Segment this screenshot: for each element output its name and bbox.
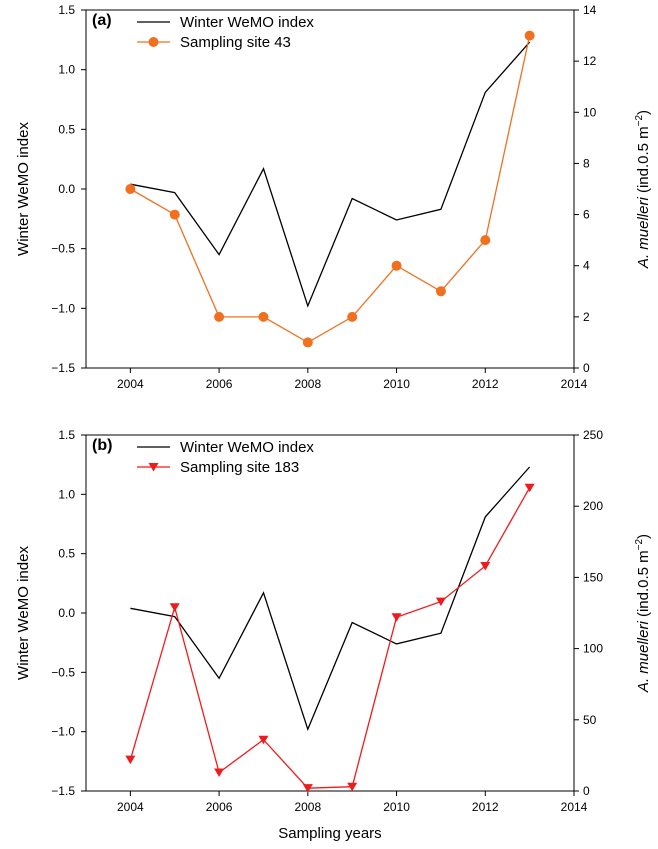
y2-axis-title-species: A. muelleri — [635, 197, 652, 270]
y-tick-label: −1.0 — [51, 725, 75, 739]
y-tick-label: 1.0 — [58, 63, 75, 77]
x-tick-label: 2014 — [561, 800, 588, 814]
y2-tick-label: 2 — [583, 310, 590, 324]
plot-frame — [85, 434, 575, 792]
legend-label: Winter WeMO index — [180, 14, 314, 31]
x-tick-label: 2012 — [472, 800, 499, 814]
y-tick-label: 1.0 — [58, 487, 75, 501]
y2-tick-label: 100 — [583, 642, 603, 656]
series-line-0 — [130, 41, 531, 308]
data-point — [435, 597, 446, 607]
data-point — [347, 782, 358, 792]
y-tick-label: 0.0 — [58, 606, 75, 620]
y2-tick-label: 0 — [583, 361, 590, 375]
y2-tick-label: 0 — [583, 784, 590, 798]
y-tick-label: 1.5 — [58, 3, 75, 17]
data-point — [524, 30, 535, 41]
panel-label: (a) — [92, 12, 112, 29]
x-tick-label: 2010 — [383, 800, 410, 814]
data-point — [347, 311, 358, 322]
y2-tick-label: 14 — [583, 3, 597, 17]
data-point — [258, 311, 269, 322]
x-tick-label: 2004 — [117, 377, 144, 391]
y2-axis-title-unit: (ind.0.5 m — [635, 550, 652, 621]
y2-axis-title-close: ) — [635, 110, 652, 115]
x-tick-label: 2010 — [383, 377, 410, 391]
legend-swatch-marker — [148, 37, 159, 47]
y-tick-label: 1.5 — [58, 428, 75, 442]
y2-axis-title-close: ) — [635, 534, 652, 539]
x-tick-label: 2014 — [561, 377, 588, 391]
y2-axis-title-exponent: −2 — [634, 538, 645, 550]
data-point — [524, 483, 535, 493]
y-tick-label: 0.5 — [58, 547, 75, 561]
y2-tick-label: 4 — [583, 259, 590, 273]
data-point — [258, 735, 269, 745]
chart-panel-b: 2004 2006 2008 2010 2012 2014 −1.5 −1.0 −0.5 0.0 0… — [15, 428, 652, 842]
y-tick-label: 0.5 — [58, 122, 75, 136]
data-point — [125, 755, 136, 765]
y2-axis-title: A. muelleri (ind.0.5 m−2) — [634, 534, 652, 693]
data-point — [391, 260, 402, 271]
y-tick-label: 0.0 — [58, 182, 75, 196]
x-tick-label: 2008 — [294, 800, 321, 814]
y2-axis-title-species: A. muelleri — [635, 621, 652, 694]
data-point — [302, 337, 313, 348]
x-tick-label: 2006 — [206, 800, 233, 814]
data-point — [480, 562, 491, 571]
y2-axis-title-unit: (ind.0.5 m — [635, 126, 652, 197]
x-tick-label: 2012 — [472, 377, 499, 391]
y2-tick-label: 250 — [583, 428, 603, 442]
data-point — [214, 768, 225, 777]
series-line-1 — [130, 35, 531, 344]
y2-tick-label: 6 — [583, 208, 590, 222]
data-point — [214, 311, 225, 322]
series-line-0 — [130, 466, 531, 732]
legend-label: Sampling site 183 — [180, 459, 299, 476]
series-line-1 — [129, 487, 531, 789]
y-tick-label: −0.5 — [51, 242, 75, 256]
y2-axis-title-exponent: −2 — [634, 114, 645, 126]
legend-swatch-marker — [148, 463, 159, 472]
data-point — [302, 784, 313, 793]
y2-tick-label: 10 — [583, 105, 597, 119]
y-tick-label: −0.5 — [51, 665, 75, 679]
y-axis-title: Winter WeMO index — [15, 546, 32, 680]
x-tick-label: 2006 — [206, 377, 233, 391]
x-tick-label: 2008 — [294, 377, 321, 391]
y2-tick-label: 150 — [583, 570, 603, 584]
x-tick-label: 2004 — [117, 800, 144, 814]
data-point — [169, 209, 180, 220]
y2-tick-label: 12 — [583, 54, 597, 68]
data-point — [391, 613, 402, 622]
y2-tick-label: 8 — [583, 156, 590, 170]
x-axis-title: Sampling years — [278, 825, 381, 842]
y-axis-title: Winter WeMO index — [15, 122, 32, 256]
data-point — [169, 603, 180, 612]
y-tick-label: −1.5 — [51, 784, 75, 798]
y-tick-label: −1.0 — [51, 301, 75, 315]
legend-label: Sampling site 43 — [180, 34, 291, 51]
legend-label: Winter WeMO index — [180, 439, 314, 456]
chart-panel-a: 2004 2006 2008 2010 2012 2014−1.5−1.0−0.50.00… — [15, 3, 652, 391]
data-point — [125, 184, 136, 194]
y2-axis-title: A. muelleri (ind.0.5 m−2) — [634, 110, 652, 269]
y2-tick-label: 50 — [583, 713, 597, 727]
y-tick-label: −1.5 — [51, 361, 75, 375]
data-point — [480, 235, 491, 246]
y2-tick-label: 200 — [583, 499, 603, 513]
panel-label: (b) — [92, 437, 112, 454]
data-point — [435, 286, 446, 297]
